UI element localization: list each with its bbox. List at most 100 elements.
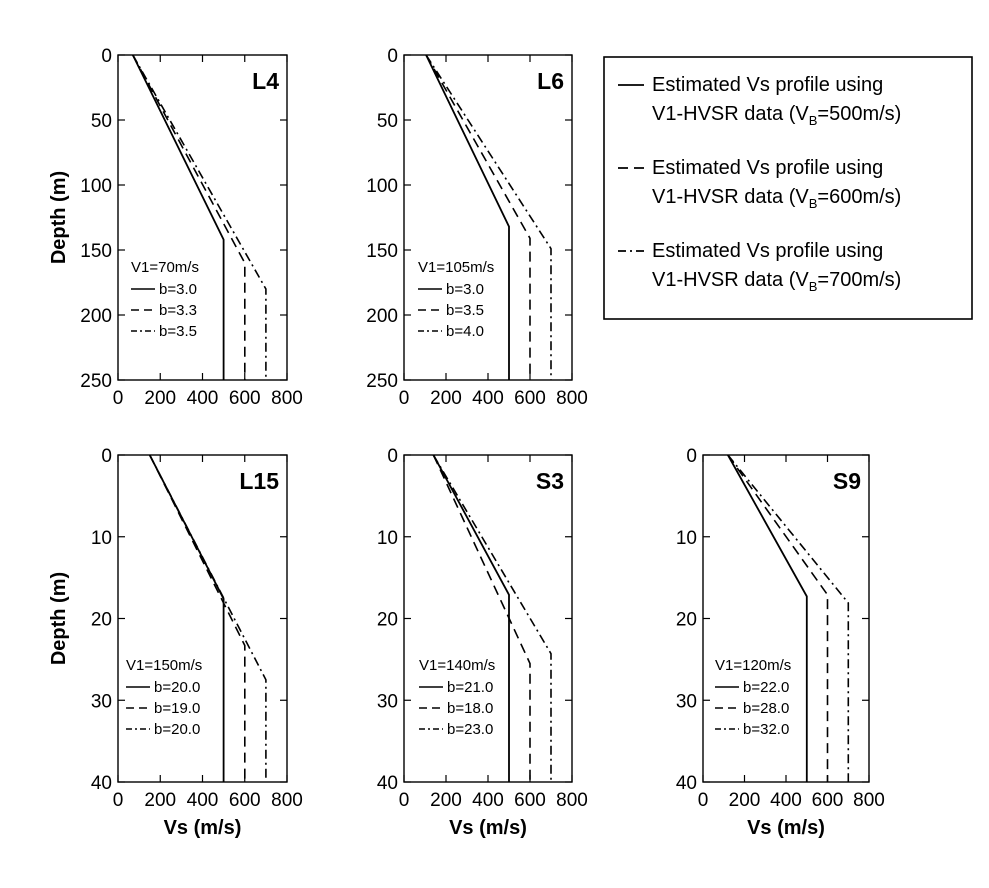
series-line-dashdot [148,454,267,782]
y-tick-label: 200 [80,306,112,327]
series-line-dashdot [425,54,552,380]
x-tick-label: 600 [812,790,844,811]
legend-box: Estimated Vs profile using V1-HVSR data (… [603,56,973,320]
b-label: b=3.3 [159,302,197,319]
y-tick-label: 20 [377,610,398,631]
x-tick-label: 0 [399,790,410,811]
series-line-dashdot [727,454,850,782]
chart-s9: 0 200 400 600 800 0 10 20 30 40 Vs (m/s) S9 V1=120m/… [676,446,885,839]
b-label: b=32.0 [743,721,789,738]
plot-frame [117,54,288,381]
x-axis-label: Vs (m/s) [747,817,825,839]
b-label: b=20.0 [154,679,200,696]
b-label: b=21.0 [447,679,493,696]
legend-text-line1: Estimated Vs profile using [652,240,883,262]
series-line-dashed [425,54,531,380]
series-line-solid [425,54,510,380]
y-tick-label: 10 [91,528,112,549]
y-tick-label: 30 [676,691,697,712]
site-label: S9 [833,468,861,494]
chart-s3: 0 200 400 600 800 0 10 20 30 40 Vs (m/s) S3 V1=140m/… [377,446,588,839]
chart-l4: 0 200 400 600 800 0 50 100 150 200 250 Depth (m) L4 V… [48,46,303,409]
site-label: S3 [536,468,564,494]
b-label: b=22.0 [743,679,789,696]
b-label: b=4.0 [446,323,484,340]
v1-label: V1=70m/s [131,259,199,276]
v1-label: V1=105m/s [418,259,494,276]
y-tick-label: 0 [387,446,398,467]
y-tick-label: 10 [377,528,398,549]
y-axis-label: Depth (m) [48,572,70,665]
x-tick-label: 800 [271,388,303,409]
legend-text-line2: V1-HVSR data (VB=500m/s) [652,103,901,128]
x-tick-label: 0 [113,388,124,409]
y-tick-label: 10 [676,528,697,549]
legend-text-line1: Estimated Vs profile using [652,74,883,96]
x-tick-label: 400 [472,388,504,409]
series-line-dashed [727,454,829,782]
y-tick-label: 40 [91,773,112,794]
x-axis-label: Vs (m/s) [449,817,527,839]
v1-label: V1=140m/s [419,657,495,674]
x-tick-label: 200 [430,388,462,409]
y-tick-label: 250 [80,371,112,392]
x-tick-label: 200 [430,790,462,811]
y-tick-label: 0 [101,446,112,467]
legend-text-line2: V1-HVSR data (VB=700m/s) [652,269,901,294]
b-label: b=23.0 [447,721,493,738]
y-tick-label: 30 [377,691,398,712]
chart-l15: 0 200 400 600 800 0 10 20 30 40 Vs (m/s) Depth (m) L… [48,446,303,839]
y-axis-label: Depth (m) [48,171,70,264]
b-label: b=18.0 [447,700,493,717]
y-tick-label: 20 [676,610,697,631]
series-line-solid [131,54,225,380]
x-tick-label: 0 [698,790,709,811]
x-tick-label: 800 [271,790,303,811]
plot-frame [117,454,288,783]
y-tick-label: 100 [366,176,398,197]
b-label: b=19.0 [154,700,200,717]
x-tick-label: 800 [556,388,588,409]
x-tick-label: 200 [144,388,176,409]
b-label: b=28.0 [743,700,789,717]
y-tick-label: 100 [80,176,112,197]
series-line-dashdot [432,454,552,782]
y-tick-label: 0 [387,46,398,67]
legend-text-line1: Estimated Vs profile using [652,157,883,179]
series-line-dashed [148,454,246,782]
y-tick-label: 50 [91,111,112,132]
x-axis-label: Vs (m/s) [164,817,242,839]
x-tick-label: 600 [229,388,261,409]
b-label: b=3.0 [159,281,197,298]
y-tick-label: 250 [366,371,398,392]
b-label: b=20.0 [154,721,200,738]
series-line-dashdot [132,54,267,380]
site-label: L15 [239,468,279,494]
site-label: L6 [537,68,564,94]
y-tick-label: 150 [366,241,398,262]
x-tick-label: 0 [113,790,124,811]
series-line-solid [727,454,808,782]
plot-frame [403,54,573,381]
x-tick-label: 800 [853,790,885,811]
x-tick-label: 200 [144,790,176,811]
b-label: b=3.5 [159,323,197,340]
y-tick-label: 40 [676,773,697,794]
y-tick-label: 20 [91,610,112,631]
y-tick-label: 40 [377,773,398,794]
x-tick-label: 800 [556,790,588,811]
series-line-dashed [432,454,531,782]
chart-l6: 0 200 400 600 800 0 50 100 150 200 250 L6 V1=105m/s b… [366,46,588,409]
x-tick-label: 600 [514,790,546,811]
site-label: L4 [252,68,279,94]
y-tick-label: 30 [91,691,112,712]
b-label: b=3.0 [446,281,484,298]
x-tick-label: 400 [770,790,802,811]
x-tick-label: 400 [472,790,504,811]
legend-frame [603,56,973,320]
y-tick-label: 150 [80,241,112,262]
x-tick-label: 600 [514,388,546,409]
y-tick-label: 200 [366,306,398,327]
v1-label: V1=150m/s [126,657,202,674]
legend-text-line2: V1-HVSR data (VB=600m/s) [652,186,901,211]
